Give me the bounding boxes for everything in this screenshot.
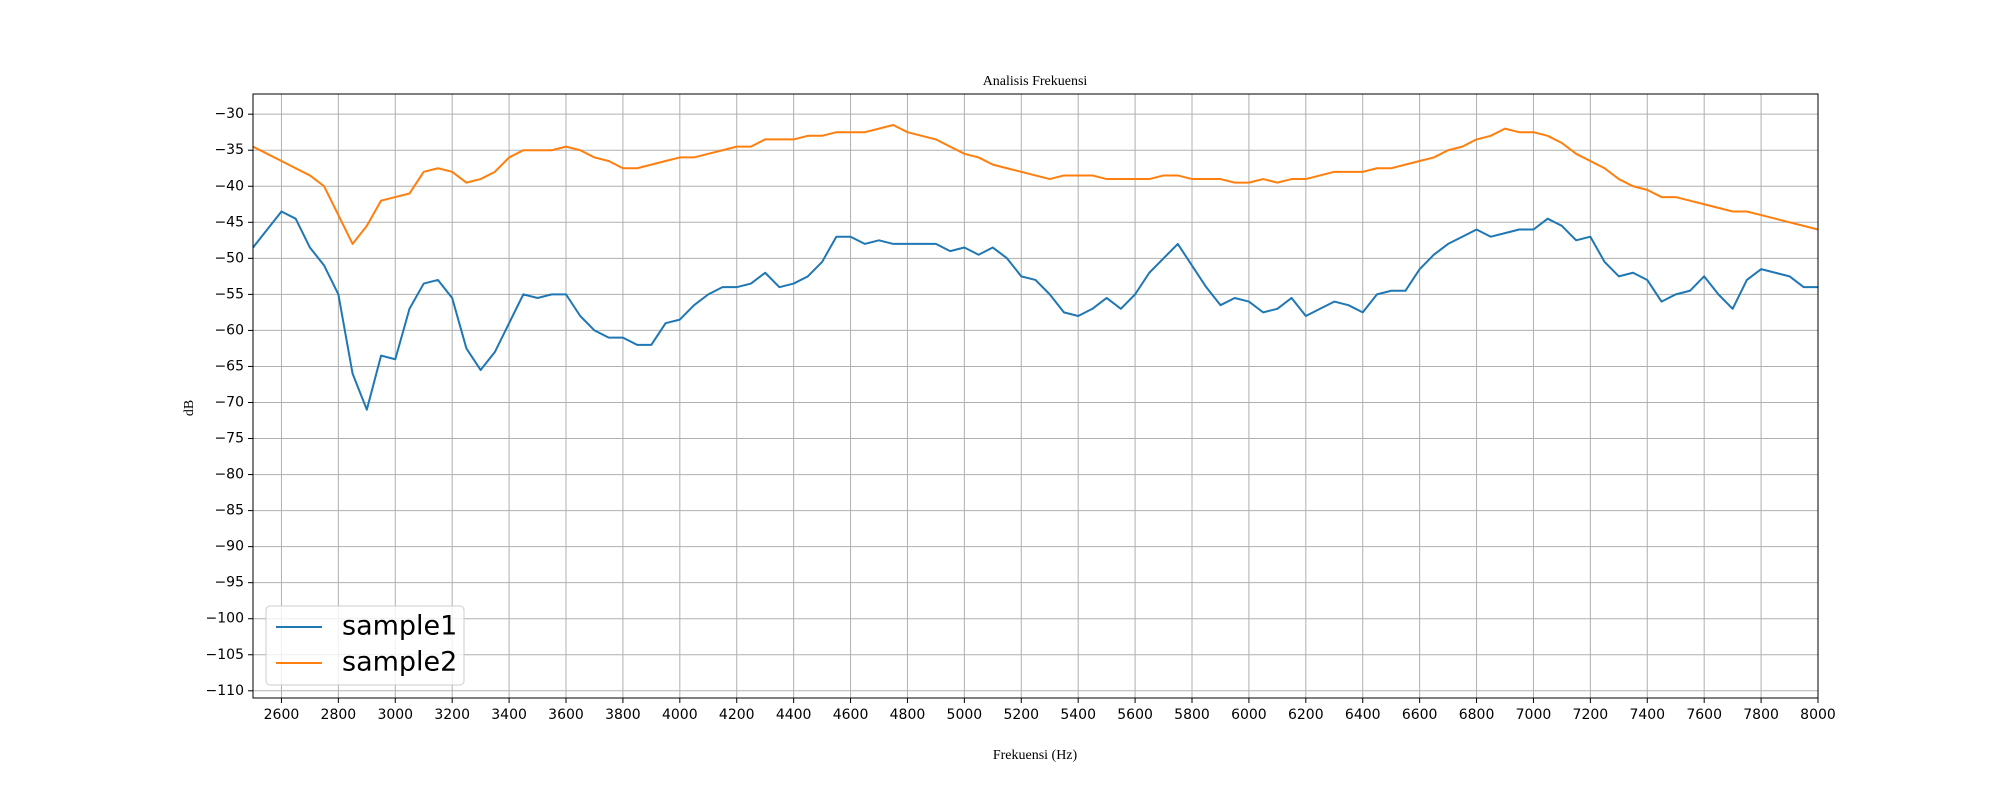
x-tick-label: 3400 [491, 707, 527, 723]
x-tick-label: 7800 [1743, 707, 1779, 723]
x-tick-label: 3800 [605, 707, 641, 723]
x-tick-label: 2600 [264, 707, 300, 723]
x-tick-label: 4200 [719, 707, 755, 723]
x-tick-label: 6200 [1288, 707, 1324, 723]
x-tick-label: 3200 [434, 707, 470, 723]
x-tick-label: 3000 [377, 707, 413, 723]
y-tick-label: −95 [214, 575, 244, 591]
y-tick-label: −100 [206, 611, 244, 627]
y-tick-label: −40 [214, 178, 244, 194]
x-tick-label: 5200 [1003, 707, 1039, 723]
x-tick-label: 6000 [1231, 707, 1267, 723]
x-tick-label: 7200 [1573, 707, 1609, 723]
legend-box [265, 605, 465, 686]
x-tick-label: 3600 [548, 707, 584, 723]
chart-title: Analisis Frekuensi [983, 74, 1088, 89]
x-tick-label: 4600 [833, 707, 869, 723]
y-tick-label: −35 [214, 142, 244, 158]
series-line [252, 123, 1819, 245]
x-tick-label: 7600 [1686, 707, 1722, 723]
x-tick-label: 5400 [1060, 707, 1096, 723]
y-tick-label: −90 [214, 539, 244, 555]
legend-label: sample1 [342, 611, 457, 642]
y-tick-label: −80 [214, 467, 244, 483]
x-tick-label: 8000 [1800, 707, 1836, 723]
y-tick-label: −45 [214, 214, 244, 230]
y-tick-label: −105 [206, 647, 244, 663]
y-tick-label: −60 [214, 322, 244, 338]
series-line [252, 210, 1818, 411]
y-tick-label: −70 [214, 394, 244, 410]
x-tick-label: 7000 [1516, 707, 1552, 723]
x-tick-label: 4400 [776, 707, 812, 723]
x-tick-label: 5000 [947, 707, 983, 723]
x-tick-label: 5800 [1174, 707, 1210, 723]
x-axis-label: Frekuensi (Hz) [993, 748, 1078, 763]
x-tick-label: 6600 [1402, 707, 1438, 723]
y-tick-label: −65 [214, 358, 244, 374]
x-tick-label: 4000 [662, 707, 698, 723]
plot-frame [252, 93, 1819, 699]
x-tick-label: 2800 [321, 707, 357, 723]
x-tick-label: 7400 [1629, 707, 1665, 723]
y-tick-label: −110 [206, 683, 244, 699]
y-axis-label: dB [182, 400, 197, 416]
y-tick-label: −85 [214, 503, 244, 519]
x-tick-label: 6800 [1459, 707, 1495, 723]
x-tick-label: 5600 [1117, 707, 1153, 723]
y-tick-label: −75 [214, 431, 244, 447]
x-tick-label: 4800 [890, 707, 926, 723]
y-tick-label: −30 [214, 106, 244, 122]
legend-label: sample2 [342, 647, 457, 678]
y-tick-label: −50 [214, 250, 244, 266]
y-tick-label: −55 [214, 286, 244, 302]
x-tick-label: 6400 [1345, 707, 1381, 723]
